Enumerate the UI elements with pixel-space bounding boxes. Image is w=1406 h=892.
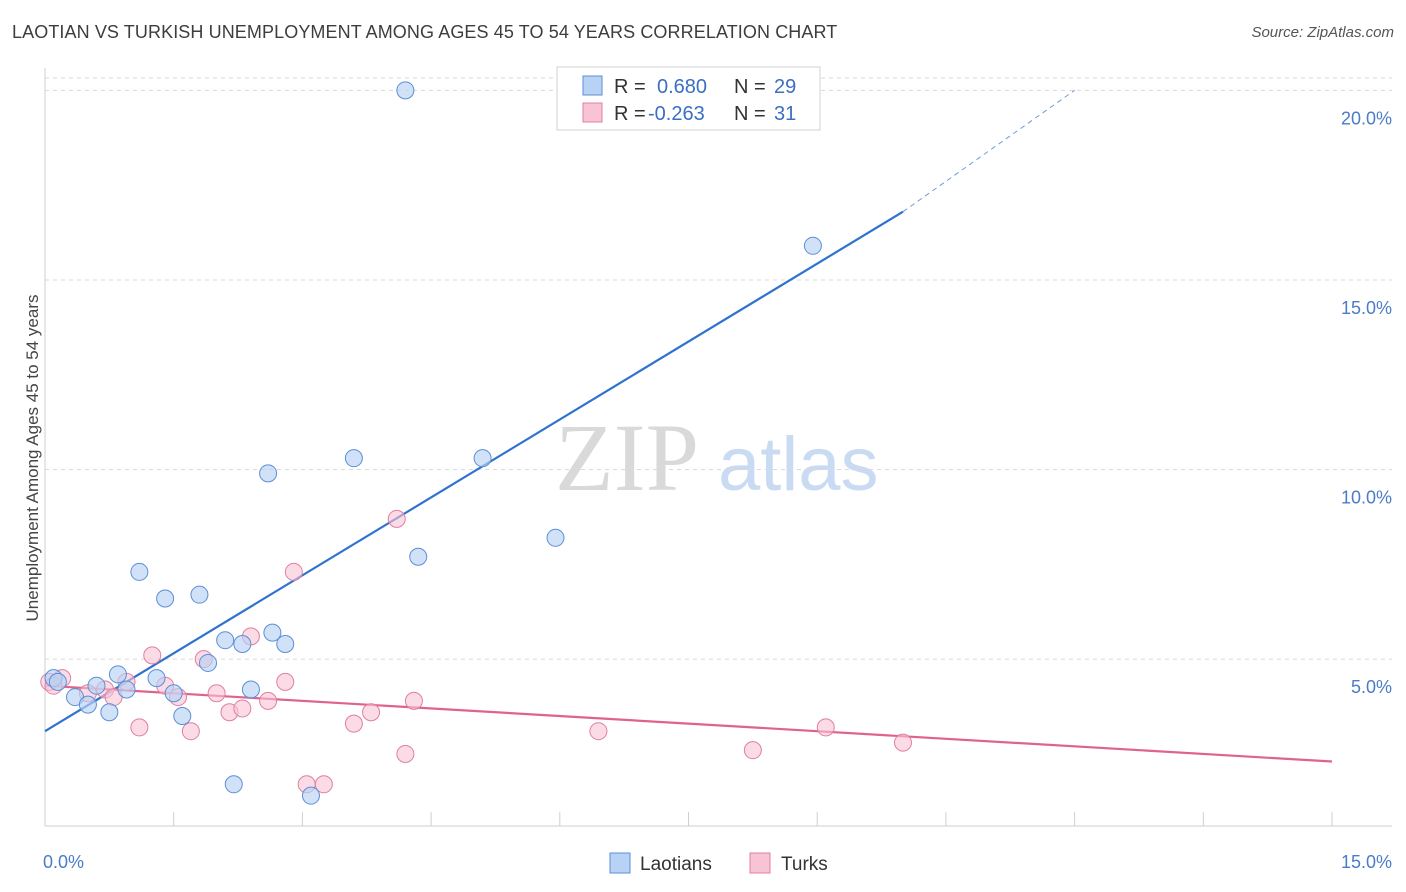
data-point-laotians <box>78 695 97 714</box>
data-point-turks <box>181 722 200 741</box>
data-point-laotians <box>100 703 119 722</box>
legend-n-label-turks: N = <box>734 103 766 125</box>
data-point-laotians <box>190 585 209 604</box>
x-tick-label-max: 15.0% <box>1341 852 1392 872</box>
data-point-laotians <box>130 562 149 581</box>
data-point-turks <box>130 718 149 737</box>
data-point-turks <box>276 672 295 691</box>
series-legend-swatch-laotians <box>609 852 631 874</box>
tick-labels: 5.0% 10.0% 15.0% 20.0% 0.0% 15.0% <box>43 108 1392 872</box>
data-point-turks <box>743 741 762 760</box>
data-point-laotians <box>87 676 106 695</box>
legend-swatch-laotians <box>582 75 603 96</box>
data-point-laotians <box>164 684 183 703</box>
data-point-laotians <box>409 547 428 566</box>
data-point-turks <box>344 714 363 733</box>
data-point-laotians <box>546 528 565 547</box>
data-point-turks <box>143 646 162 665</box>
trend-line-turks <box>44 684 1333 763</box>
legend-r-value-turks: -0.263 <box>648 103 705 125</box>
data-point-laotians <box>396 81 415 100</box>
data-point-laotians <box>173 707 192 726</box>
data-point-laotians <box>241 680 260 699</box>
data-point-laotians <box>259 464 278 483</box>
data-point-laotians <box>301 786 320 805</box>
data-point-turks <box>589 722 608 741</box>
legend-r-value-laotians: 0.680 <box>657 76 707 98</box>
y-tick-label: 20.0% <box>1341 108 1392 128</box>
data-point-laotians <box>147 669 166 688</box>
data-point-laotians <box>199 653 218 672</box>
data-point-laotians <box>156 589 175 608</box>
data-point-laotians <box>48 672 67 691</box>
y-axis-title: Unemployment Among Ages 45 to 54 years <box>23 295 42 622</box>
data-points <box>40 81 912 805</box>
data-point-laotians <box>233 634 252 653</box>
data-point-turks <box>314 775 333 794</box>
data-point-laotians <box>224 775 243 794</box>
data-point-turks <box>207 684 226 703</box>
source-label: Source: ZipAtlas.com <box>1251 24 1394 41</box>
legend-swatch-turks <box>582 102 603 123</box>
y-tick-label: 10.0% <box>1341 488 1392 508</box>
data-point-turks <box>259 691 278 710</box>
data-point-laotians <box>108 665 127 684</box>
data-point-laotians <box>263 623 282 642</box>
series-legend-swatch-turks <box>749 852 771 874</box>
data-point-turks <box>362 703 381 722</box>
legend-r-label-laotians: R = <box>614 76 646 98</box>
data-point-turks <box>816 718 835 737</box>
data-point-turks <box>404 691 423 710</box>
legend-n-value-turks: 31 <box>774 103 796 125</box>
correlation-legend: R = 0.680 N = 29 R = -0.263 N = 31 <box>556 66 821 131</box>
legend-r-label-turks: R = <box>614 103 646 125</box>
trend-line-laotians-extension <box>902 89 1075 213</box>
series-legend-label-laotians: Laotians <box>640 854 712 875</box>
y-tick-label: 15.0% <box>1341 298 1392 318</box>
data-point-turks <box>284 562 303 581</box>
data-point-turks <box>396 744 415 763</box>
data-point-laotians <box>276 634 295 653</box>
data-point-turks <box>894 733 912 752</box>
legend-n-value-laotians: 29 <box>774 76 796 98</box>
data-point-laotians <box>344 449 363 468</box>
data-point-turks <box>233 699 252 718</box>
data-point-laotians <box>216 631 235 650</box>
data-point-laotians <box>803 236 822 255</box>
watermark: ZIP atlas <box>555 404 879 511</box>
series-legend-label-turks: Turks <box>781 854 828 875</box>
data-point-turks <box>387 509 406 528</box>
data-point-laotians <box>473 449 492 468</box>
legend-n-label-laotians: N = <box>734 76 766 98</box>
trend-line-laotians <box>44 210 904 733</box>
watermark-zip: ZIP <box>555 404 699 511</box>
watermark-atlas: atlas <box>718 422 879 507</box>
chart-title: LAOTIAN VS TURKISH UNEMPLOYMENT AMONG AG… <box>12 22 838 42</box>
y-tick-label: 5.0% <box>1351 677 1392 697</box>
grid-lines <box>45 77 1392 660</box>
x-tick-label-min: 0.0% <box>43 852 84 872</box>
axes <box>44 68 1392 827</box>
series-legend: Laotians Turks <box>609 852 828 875</box>
data-point-laotians <box>117 680 136 699</box>
